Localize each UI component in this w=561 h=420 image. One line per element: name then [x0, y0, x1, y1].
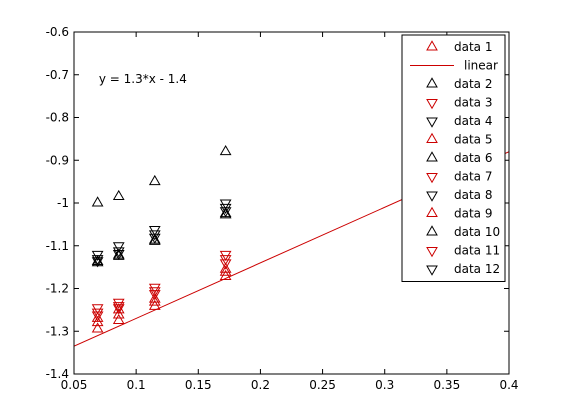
data-point-data-8-1: [91, 255, 104, 266]
legend-swatch-data-11: [426, 247, 438, 258]
data-point-data-11-3: [148, 290, 161, 301]
fit-annotation: y = 1.3*x - 1.4: [99, 72, 187, 86]
legend-swatch-data-1: [426, 40, 438, 51]
data-point-data-3-2: [112, 298, 125, 309]
data-point-data-7-2: [112, 302, 125, 313]
legend-label-data-5: data 5: [454, 133, 492, 147]
legend-swatch-data-12: [426, 265, 438, 276]
x-tick-label: 0.4: [499, 378, 518, 392]
data-point-data-6-2: [112, 248, 125, 259]
legend-label-data-11: data 11: [454, 244, 500, 258]
data-point-data-12-3: [148, 233, 161, 244]
data-point-data-8-3: [148, 230, 161, 241]
legend-label-data-1: data 1: [454, 40, 492, 54]
data-point-data-2-1: [91, 196, 104, 207]
data-point-data-2-3: [148, 174, 161, 186]
legend-label-data-4: data 4: [454, 114, 492, 128]
data-point-data-2-2: [112, 189, 125, 201]
data-point-data-8-2: [112, 247, 125, 258]
data-point-data-7-1: [91, 308, 104, 319]
plot-contents: [74, 144, 509, 347]
axes: 0.05 0.1 0.15 0.2 0.25 0.3 0.35 0.4 -0.6 -0.7 -0.8…: [46, 25, 519, 392]
data-point-data-12-2: [112, 250, 125, 261]
data-point-data-9-3: [148, 292, 161, 303]
x-tick-label: 0.05: [61, 378, 88, 392]
y-tick-label: -0.7: [46, 68, 69, 82]
legend-label-data-10: data 10: [454, 225, 500, 239]
data-point-data-11-4: [219, 259, 232, 270]
legend-swatch-data-9: [426, 206, 438, 217]
legend-label-data-2: data 2: [454, 77, 492, 91]
legend: data 1 linear data 2 data 3 data 4 data 5 data…: [401, 34, 506, 282]
legend-swatch-data-3: [426, 99, 438, 110]
x-tick-label: 0.2: [251, 378, 270, 392]
x-tick-label: 0.15: [185, 378, 212, 392]
legend-label-data-6: data 6: [454, 151, 492, 165]
data-point-data-5-3: [148, 295, 161, 306]
data-point-data-9-4: [219, 262, 232, 273]
plot-area: [74, 144, 509, 347]
data-point-data-12-4: [219, 207, 232, 218]
legend-label-data-8: data 8: [454, 188, 492, 202]
legend-label-data-9: data 9: [454, 207, 492, 221]
data-point-data-12-1: [91, 257, 104, 268]
x-tick-label: 0.35: [433, 378, 460, 392]
x-tick-label: 0.25: [309, 378, 336, 392]
data-point-data-1-2: [112, 313, 125, 325]
y-tick-label: -0.8: [46, 111, 69, 125]
data-point-data-11-2: [112, 304, 125, 315]
data-point-data-2-4: [219, 144, 232, 156]
y-tick-label: -1.4: [46, 367, 69, 381]
data-point-data-8-4: [219, 203, 232, 214]
legend-swatch-data-6: [426, 151, 438, 162]
legend-swatch-data-10: [426, 225, 438, 236]
legend-box: [401, 34, 506, 282]
legend-label-linear: linear: [464, 59, 498, 73]
data-point-data-5-4: [219, 265, 232, 276]
legend-swatch-data-7: [426, 173, 438, 184]
y-tick-label: -1.3: [46, 324, 69, 338]
data-point-data-3-3: [148, 283, 161, 294]
y-tick-label: -1.2: [46, 282, 69, 296]
legend-label-data-12: data 12: [454, 262, 500, 276]
data-point-data-4-2: [112, 242, 125, 253]
legend-label-data-3: data 3: [454, 96, 492, 110]
x-tick-label: 0.3: [375, 378, 394, 392]
data-point-data-5-2: [112, 308, 125, 319]
y-tick-label: -0.6: [46, 25, 69, 39]
data-point-data-10-4: [219, 208, 232, 219]
data-point-data-7-3: [148, 287, 161, 298]
legend-label-data-7: data 7: [454, 170, 492, 184]
data-point-data-1-1: [91, 322, 104, 333]
y-tick-label: -0.9: [46, 153, 69, 167]
legend-swatch-data-2: [426, 77, 438, 88]
y-tick-label: -1.1: [46, 239, 69, 253]
data-point-data-11-1: [91, 311, 104, 322]
data-point-data-10-3: [148, 234, 161, 245]
legend-swatch-data-4: [426, 117, 438, 128]
legend-swatch-data-5: [426, 132, 438, 143]
legend-swatch-data-8: [426, 191, 438, 202]
y-tick-label: -1: [57, 196, 69, 210]
x-tick-label: 0.1: [127, 378, 146, 392]
